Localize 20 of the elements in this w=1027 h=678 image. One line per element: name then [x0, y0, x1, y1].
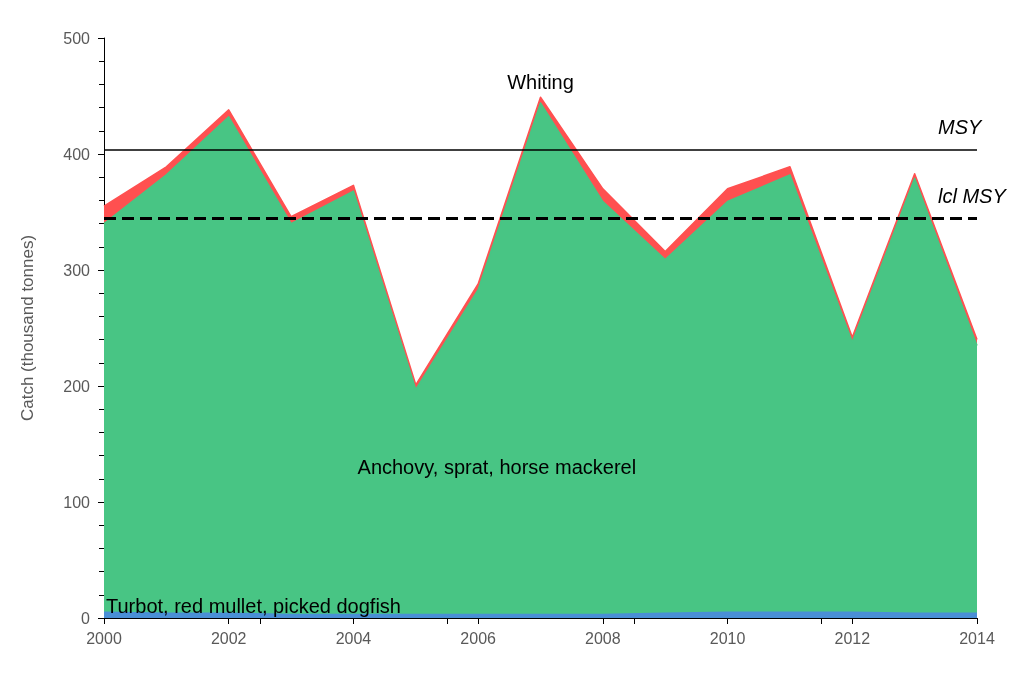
x-tick-label: 2006	[460, 629, 497, 647]
x-tick-label: 2010	[709, 629, 746, 647]
y-tick-label: 0	[81, 609, 91, 627]
x-tick-label: 2004	[335, 629, 372, 647]
x-tick-label: 2008	[585, 629, 621, 647]
y-axis-title: Catch (thousand tonnes)	[18, 234, 37, 422]
ref-line-label: lcl MSY	[938, 184, 1008, 207]
x-tick-label: 2014	[959, 629, 995, 647]
y-tick-label: 100	[63, 493, 91, 511]
series-label: Turbot, red mullet, picked dogfish	[106, 595, 401, 618]
y-tick-label: 200	[63, 377, 91, 395]
x-tick-label: 2012	[834, 629, 871, 647]
x-tick-label: 2002	[210, 629, 247, 647]
x-tick-label: 2000	[86, 629, 122, 647]
series-label: Whiting	[507, 71, 574, 94]
y-tick-label: 300	[63, 261, 91, 279]
ref-line-label: MSY	[938, 116, 983, 139]
y-tick-label: 400	[63, 145, 91, 163]
series-label: Anchovy, sprat, horse mackerel	[357, 456, 637, 479]
y-tick-label: 500	[63, 29, 91, 47]
